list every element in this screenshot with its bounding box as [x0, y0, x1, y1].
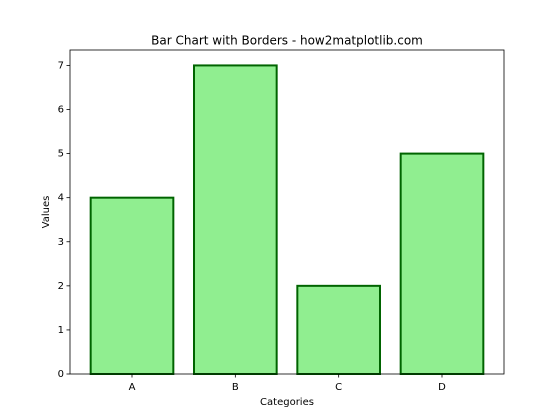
- x-tick-label: D: [438, 382, 446, 393]
- bar: [399, 152, 485, 375]
- bar: [296, 284, 382, 375]
- x-axis-label: Categories: [260, 397, 314, 408]
- y-tick-label: 2: [58, 281, 64, 292]
- x-tick-label: A: [129, 382, 136, 393]
- y-tick-label: 7: [58, 60, 64, 71]
- y-tick-label: 3: [58, 237, 64, 248]
- plot-frame: [69, 49, 505, 375]
- bar: [193, 64, 278, 376]
- y-tick-label: 0: [58, 369, 64, 380]
- y-axis-label: Values: [41, 196, 52, 229]
- x-tick-label: B: [232, 382, 239, 393]
- x-tick-label: C: [335, 382, 342, 393]
- y-tick-label: 1: [58, 325, 64, 336]
- chart-title: Bar Chart with Borders - how2matplotlib.…: [151, 34, 423, 48]
- y-tick-label: 4: [58, 193, 64, 204]
- y-tick-label: 6: [58, 105, 64, 116]
- y-tick-label: 5: [58, 149, 64, 160]
- bar: [89, 196, 175, 375]
